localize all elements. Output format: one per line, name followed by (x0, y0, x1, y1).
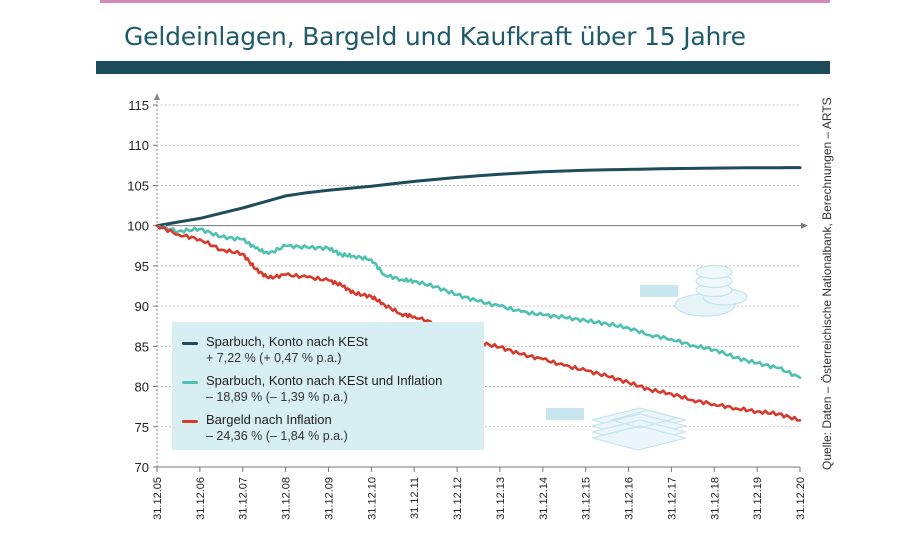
y-tick-label: 70 (135, 460, 149, 475)
x-tick-label: 31.12.20 (795, 477, 807, 520)
source-note: Quelle: Daten – Österreichische National… (820, 97, 834, 470)
banknote-detail (610, 409, 678, 429)
y-tick-labels: 70 75 80 85 90 95 100 105 110 115 (127, 98, 149, 475)
legend-swatch-sparbuch (182, 342, 198, 345)
x-tick-label: 31.12.06 (195, 477, 207, 520)
top-accent-line (100, 0, 830, 3)
x-tick-label: 31.12.19 (752, 477, 764, 520)
y-tick-label: 110 (128, 138, 149, 153)
y-tick-label: 85 (135, 339, 149, 354)
decorations (546, 264, 748, 451)
y-tick-label: 100 (127, 219, 149, 234)
legend-sublabel: – 24,36 % (– 1,84 % p.a.) (206, 429, 348, 443)
y-tick-label: 115 (128, 98, 149, 113)
y-tick-label: 75 (135, 420, 149, 435)
x-tick-label: 31.12.10 (366, 477, 378, 520)
y-tick-label: 95 (135, 259, 149, 274)
coin-stack-icon (695, 264, 733, 280)
y-tick-label: 80 (135, 380, 149, 395)
legend-sublabel: – 18,89 % (– 1,39 % p.a.) (206, 390, 348, 404)
x-tick-label: 31.12.14 (538, 477, 550, 520)
x-tick-label: 31.12.16 (624, 477, 636, 520)
baseline-arrow (801, 222, 808, 229)
legend-sublabel: + 7,22 % (+ 0,47 % p.a.) (206, 351, 342, 365)
y-tick-label: 90 (135, 299, 149, 314)
series-line-1 (155, 166, 802, 228)
x-tick-label: 31.12.12 (452, 477, 464, 520)
legend: Sparbuch, Konto nach KESt + 7,22 % (+ 0,… (172, 322, 484, 450)
legend-swatch-bargeld (182, 420, 198, 423)
x-tick-label: 31.12.13 (495, 477, 507, 520)
title-bar (96, 61, 830, 74)
x-tick-labels: 31.12.05 31.12.06 31.12.07 31.12.08 31.12.09… (152, 477, 807, 520)
legend-label: Sparbuch, Konto nach KESt (206, 334, 368, 349)
x-tick-label: 31.12.15 (581, 477, 593, 520)
x-tick-label: 31.12.11 (409, 477, 421, 519)
banknote-stack-icon (591, 425, 687, 451)
banknote-dash (546, 408, 584, 420)
axes (153, 93, 808, 472)
x-tick-label: 31.12.18 (709, 477, 721, 520)
x-tick-label: 31.12.05 (152, 477, 164, 520)
x-tick-label: 31.12.08 (281, 477, 293, 520)
legend-label: Bargeld nach Inflation (206, 412, 332, 427)
page-title: Geldeinlagen, Bargeld und Kaufkraft über… (124, 22, 746, 51)
y-axis-arrow (154, 93, 160, 100)
coin-dash (640, 285, 678, 297)
x-tick-label: 31.12.17 (666, 477, 678, 520)
y-tick-label: 105 (127, 178, 149, 193)
series-line-2 (155, 224, 802, 379)
legend-label: Sparbuch, Konto nach KESt und Inflation (206, 373, 443, 388)
legend-swatch-sparbuch-inflation (182, 381, 198, 384)
x-tick-label: 31.12.07 (238, 477, 250, 520)
x-tick-label: 31.12.09 (323, 477, 335, 520)
